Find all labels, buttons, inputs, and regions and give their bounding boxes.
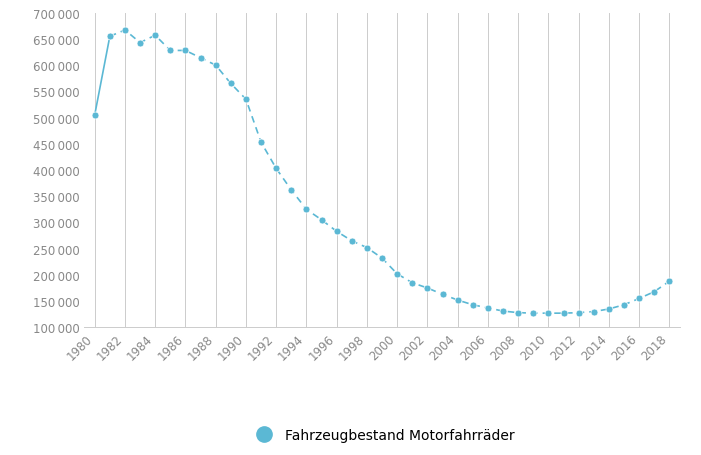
Legend: Fahrzeugbestand Motorfahrräder: Fahrzeugbestand Motorfahrräder [245,422,519,447]
